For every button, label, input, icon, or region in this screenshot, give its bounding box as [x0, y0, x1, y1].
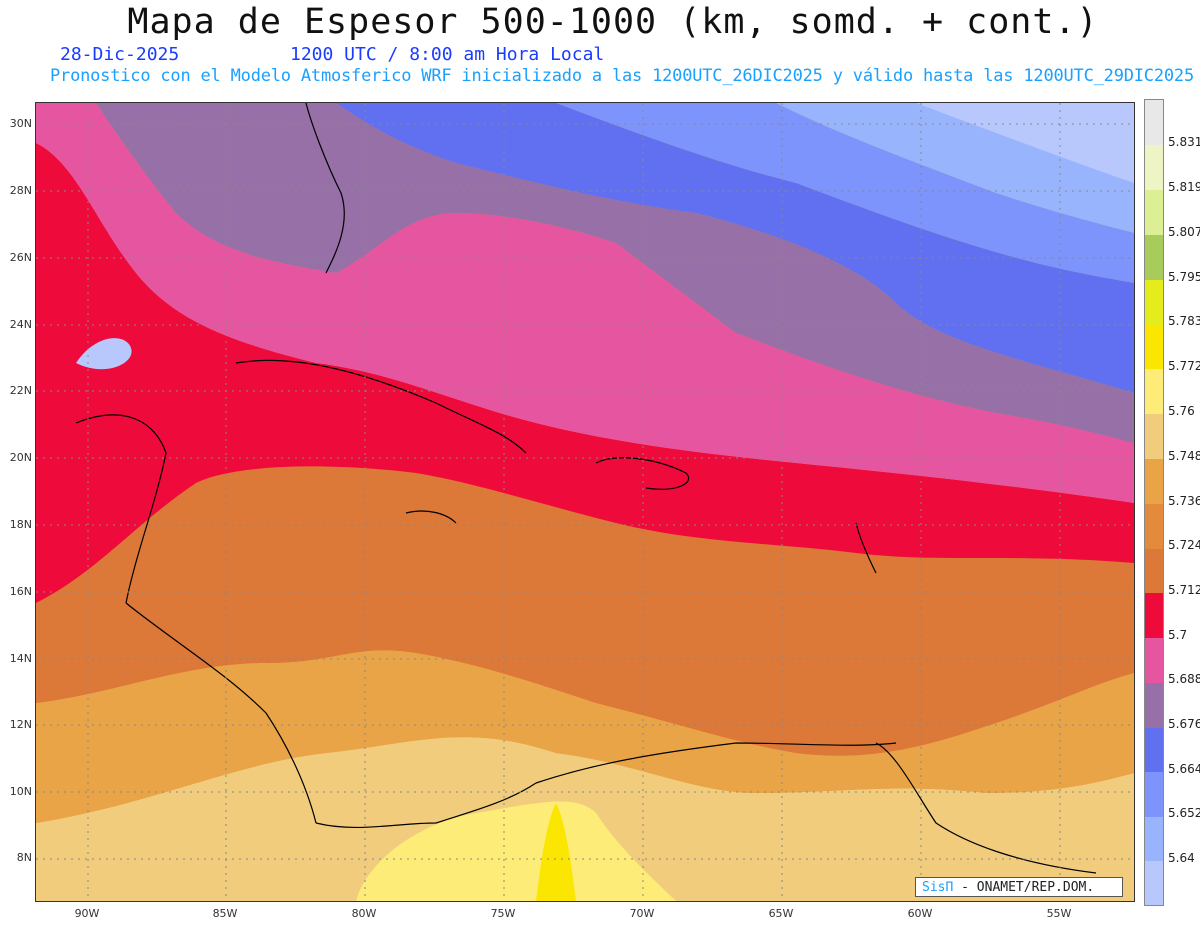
lon-label-80w: 80W [351, 907, 377, 920]
colorbar-segment [1145, 772, 1163, 817]
colorbar-segment [1145, 235, 1163, 280]
colorbar-segment [1145, 593, 1163, 638]
band-5652 [556, 103, 1134, 283]
colorbar-label: 5.712 [1168, 583, 1200, 597]
colorbar-label: 5.772 [1168, 359, 1200, 373]
band-5772 [536, 803, 576, 901]
thickness-map-canvas [36, 103, 1134, 901]
lat-label-12n: 12N [9, 718, 32, 731]
band-5664 [336, 103, 1134, 393]
colorbar-label: 5.748 [1168, 449, 1200, 463]
colorbar [1144, 99, 1164, 906]
colorbar-segment [1145, 459, 1163, 504]
credit-box: SisΠ - ONAMET/REP.DOM. [915, 877, 1123, 897]
colorbar-label: 5.64 [1168, 851, 1195, 865]
colorbar-label: 5.736 [1168, 494, 1200, 508]
lat-label-24n: 24N [9, 318, 32, 331]
forecast-time: 1200 UTC / 8:00 am Hora Local [290, 44, 605, 65]
colorbar-segment [1145, 638, 1163, 683]
lat-label-10n: 10N [9, 785, 32, 798]
band-5676 [96, 103, 1134, 443]
colorbar-label: 5.807 [1168, 225, 1200, 239]
colorbar-label: 5.652 [1168, 806, 1200, 820]
band-5760 [356, 801, 676, 901]
credit-text: - ONAMET/REP.DOM. [961, 880, 1095, 895]
map-title: Mapa de Espesor 500-1000 (km, somd. + co… [127, 2, 1099, 42]
band-5712 [36, 466, 1134, 756]
colorbar-label: 5.831 [1168, 135, 1200, 149]
colorbar-segment [1145, 861, 1163, 905]
colorbar-segment [1145, 145, 1163, 190]
forecast-subtitle: Pronostico con el Modelo Atmosferico WRF… [50, 66, 1194, 86]
colorbar-label: 5.76 [1168, 404, 1195, 418]
colorbar-segment [1145, 728, 1163, 772]
lat-label-8n: 8N [16, 851, 32, 864]
lon-label-55w: 55W [1046, 907, 1072, 920]
colorbar-segment [1145, 817, 1163, 861]
coastlines [75, 103, 1097, 874]
colorbar-segment [1145, 325, 1163, 369]
colorbar-segment [1145, 549, 1163, 593]
lon-label-75w: 75W [490, 907, 516, 920]
colorbar-label: 5.7 [1168, 628, 1188, 642]
band-below-5640 [916, 103, 1134, 183]
colorbar-segment [1145, 683, 1163, 728]
lon-label-65w: 65W [768, 907, 794, 920]
colorbar-label: 5.783 [1168, 314, 1200, 328]
colorbar-label: 5.688 [1168, 672, 1200, 686]
map-grid [36, 103, 1134, 901]
colorbar-segment [1145, 414, 1163, 459]
lat-label-30n: 30N [9, 117, 32, 130]
band-5736 [36, 650, 1134, 823]
sispi-logo: SisΠ [922, 880, 954, 895]
colorbar-label: 5.724 [1168, 538, 1200, 552]
lat-label-22n: 22N [9, 384, 32, 397]
lat-label-18n: 18N [9, 518, 32, 531]
colorbar-segment [1145, 100, 1163, 145]
lat-label-20n: 20N [9, 451, 32, 464]
lon-label-60w: 60W [907, 907, 933, 920]
colorbar-segment [1145, 280, 1163, 325]
lat-label-28n: 28N [9, 184, 32, 197]
lon-label-90w: 90W [74, 907, 100, 920]
band-5688 [36, 103, 1134, 503]
colorbar-segment [1145, 369, 1163, 414]
lon-label-85w: 85W [212, 907, 238, 920]
lon-label-70w: 70W [629, 907, 655, 920]
colorbar-label: 5.819 [1168, 180, 1200, 194]
band-5700 [36, 143, 1134, 603]
lat-label-16n: 16N [9, 585, 32, 598]
colorbar-label: 5.676 [1168, 717, 1200, 731]
forecast-date: 28-Dic-2025 [60, 44, 180, 65]
colorbar-segment [1145, 504, 1163, 549]
lat-label-14n: 14N [9, 652, 32, 665]
colorbar-label: 5.795 [1168, 270, 1200, 284]
colorbar-label: 5.664 [1168, 762, 1200, 776]
band-blob-5664 [76, 338, 132, 370]
lat-label-26n: 26N [9, 251, 32, 264]
thickness-map [35, 102, 1135, 902]
colorbar-segment [1145, 190, 1163, 235]
